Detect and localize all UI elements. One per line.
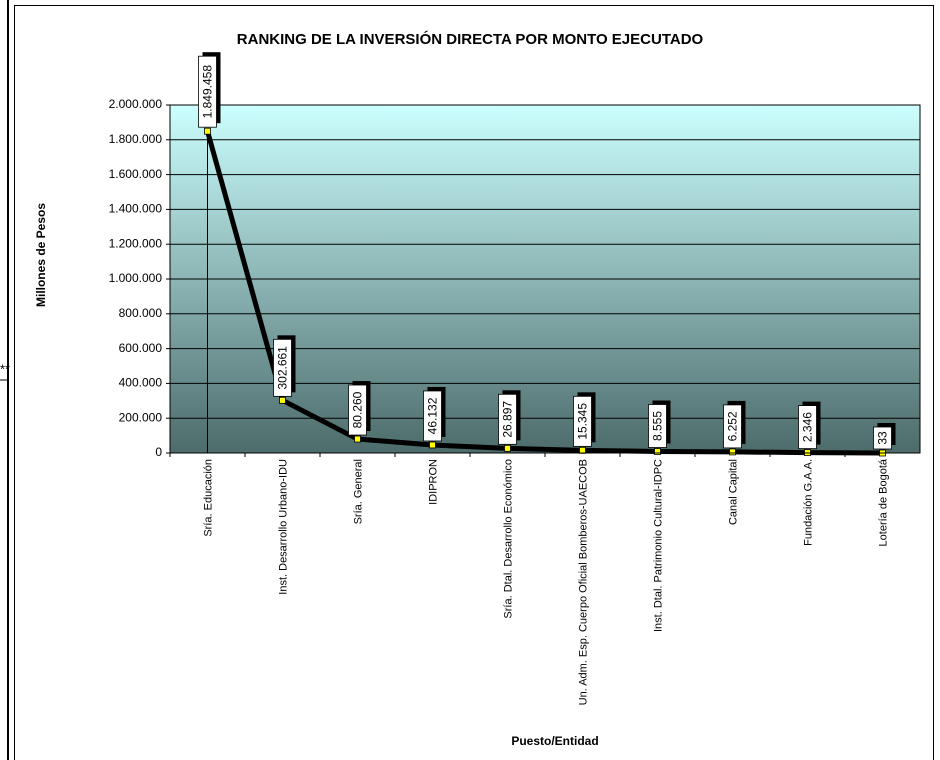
x-tick-label: IDIPRON [427, 459, 439, 505]
x-tick-label: Inst. Dtal. Patrimonio Cultural-IDPC [652, 459, 664, 632]
x-tick-label: Canal Capital [727, 459, 739, 525]
marker [279, 396, 286, 404]
x-tick-label: Lotería de Bogotá [877, 458, 889, 546]
y-tick-label: 400.000 [119, 376, 163, 390]
y-tick-label: 0 [155, 445, 162, 459]
x-tick-label: Inst. Desarrollo Urbano-IDU [277, 459, 289, 595]
value-label: 302.661 [276, 346, 290, 390]
label-box [798, 405, 817, 449]
value-label: 8.555 [651, 411, 665, 441]
marker [429, 441, 436, 449]
marker [729, 448, 736, 456]
x-axis-title: Puesto/Entidad [511, 734, 598, 748]
marker [204, 127, 211, 135]
label-box [498, 393, 517, 445]
label-box [273, 338, 292, 397]
value-label: 15.345 [576, 403, 590, 440]
annotation: ** [0, 361, 10, 376]
y-tick-label: 1.200.000 [109, 236, 163, 250]
marker [354, 435, 361, 443]
y-tick-label: 1.600.000 [109, 167, 163, 181]
value-label: 6.252 [726, 411, 740, 441]
marker [654, 448, 661, 455]
y-tick-label: 600.000 [119, 341, 163, 355]
label-box [198, 55, 217, 128]
y-tick-label: 2.000.000 [109, 97, 163, 111]
label-box [573, 395, 592, 447]
y-tick-label: 1.000.000 [109, 271, 163, 285]
label-box [648, 404, 667, 448]
x-tick-label: Sría. Dtal. Desarrollo Económico [502, 459, 514, 619]
value-label: 2.346 [801, 412, 815, 442]
chart-title: RANKING DE LA INVERSIÓN DIRECTA POR MONT… [237, 30, 704, 48]
marks: 0 200.000 400.000 600.000 800.000 1.000.000 1.… [109, 52, 920, 705]
y-tick-label: 800.000 [119, 306, 163, 320]
value-label: 46.132 [426, 397, 440, 434]
label-box [348, 384, 367, 436]
label-box [873, 426, 892, 450]
value-label: 33 [876, 431, 890, 445]
x-tick-label: Sría. Educación [202, 459, 214, 537]
y-tick-label: 1.400.000 [109, 202, 163, 216]
marker [504, 444, 511, 452]
label-box [723, 404, 742, 449]
x-tick-label: Sría. General [352, 459, 364, 524]
value-label: 26.897 [501, 401, 515, 438]
x-tick-label: Un. Adm. Esp. Cuerpo Oficial Bomberos-UA… [577, 459, 589, 705]
value-label: 80.260 [351, 391, 365, 428]
y-axis-title: Millones de Pesos [34, 203, 48, 307]
series-line [205, 130, 883, 456]
x-tick-label: Fundación G.A.A. [802, 459, 814, 546]
value-label: 1.849.458 [201, 65, 215, 119]
y-tick-label: 200.000 [119, 410, 163, 424]
y-tick-label: 1.800.000 [109, 132, 163, 146]
label-box [423, 390, 442, 442]
marker [579, 446, 586, 454]
